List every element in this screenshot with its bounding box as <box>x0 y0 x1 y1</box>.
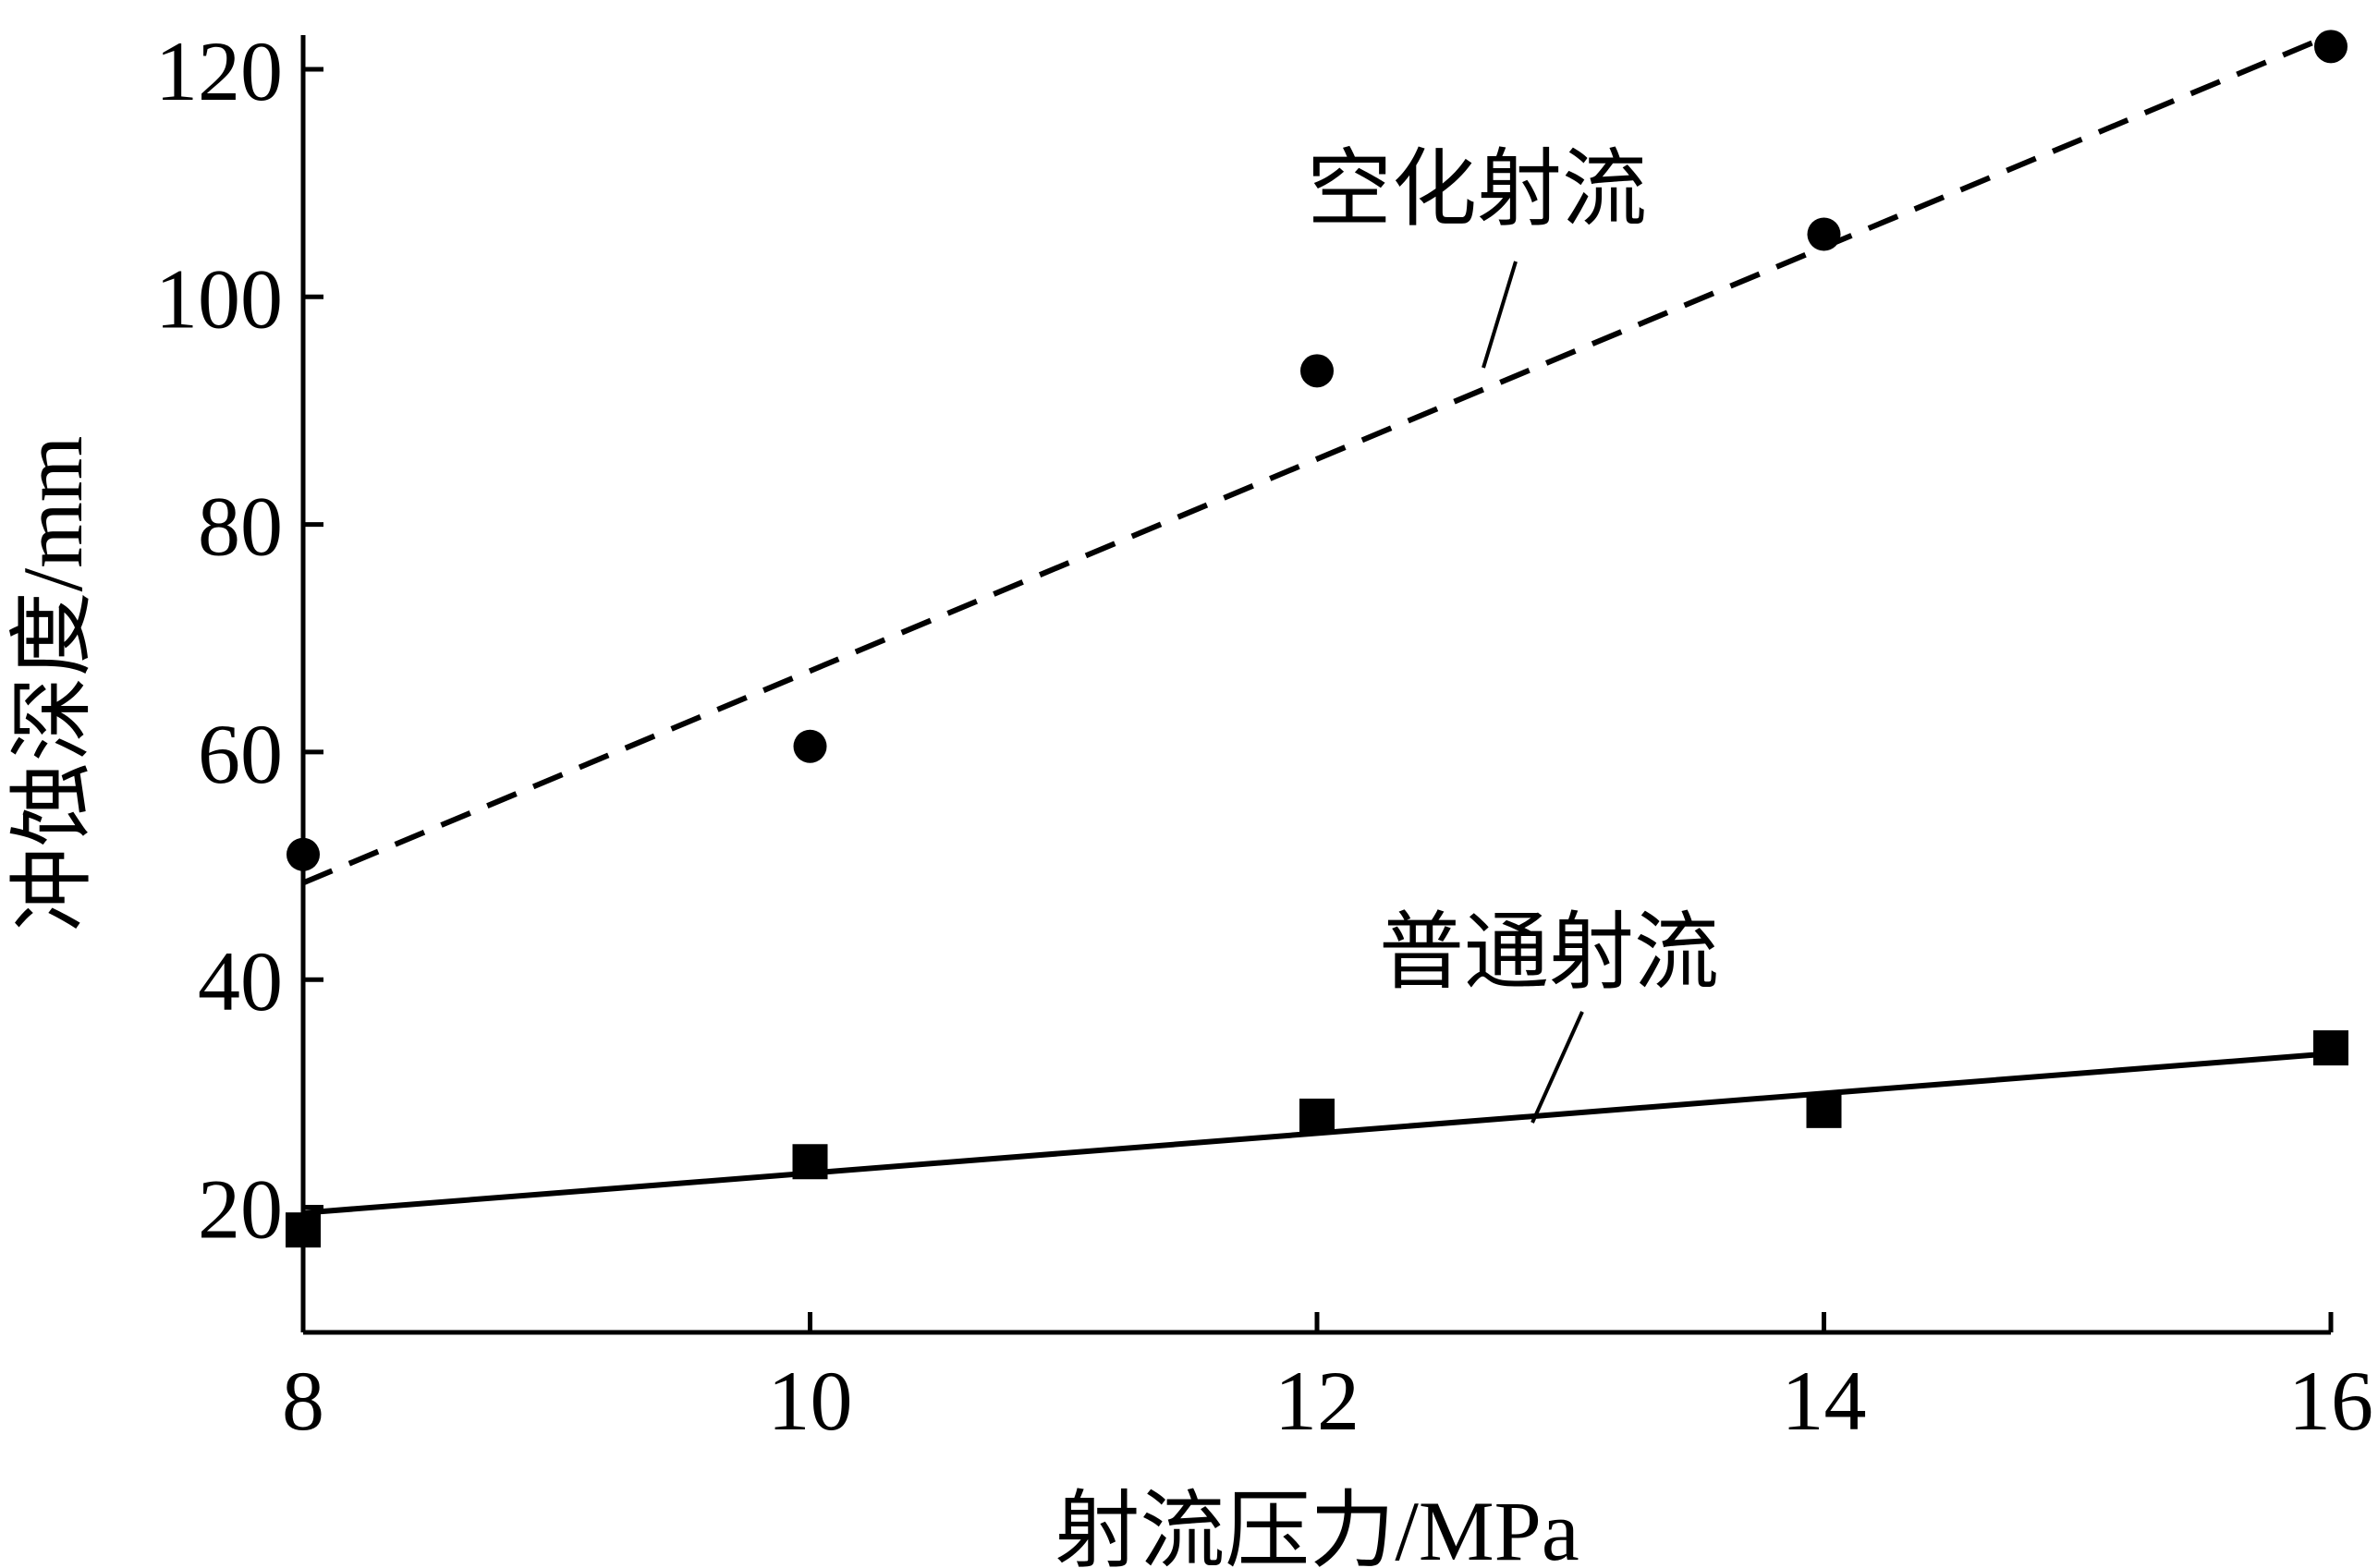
leader-line-cavitation <box>1482 261 1518 369</box>
y-tick-label: 100 <box>155 251 283 346</box>
y-tick-label: 60 <box>198 707 283 801</box>
y-axis-title: 冲蚀深度/mm <box>6 436 100 932</box>
data-point-square <box>1806 1092 1842 1128</box>
x-tick-label: 8 <box>282 1354 324 1448</box>
data-point-circle <box>1300 354 1334 388</box>
data-point-square <box>2313 1030 2348 1066</box>
ticks: 8 10 12 14 16 20 40 60 80 100 120 <box>155 24 2373 1448</box>
y-tick-label: 120 <box>155 24 283 118</box>
data-point-square <box>792 1144 828 1180</box>
data-point-circle <box>793 729 827 763</box>
data-point-square <box>286 1212 321 1248</box>
data-point-circle <box>287 837 320 871</box>
fit-line-0 <box>301 32 2333 886</box>
x-tick-label: 14 <box>1782 1354 1867 1448</box>
leader-line-normal <box>1530 1011 1584 1124</box>
series-label-normal: 普通射流 <box>1379 906 1719 1000</box>
x-axis-title: 射流压力/MPa <box>1055 1484 1579 1568</box>
x-tick-label: 10 <box>768 1354 853 1448</box>
x-tick-label: 12 <box>1274 1354 1360 1448</box>
data-point-circle <box>1807 217 1841 251</box>
data-point-circle <box>2314 30 2348 64</box>
data-point-square <box>1299 1099 1335 1134</box>
y-tick-label: 80 <box>198 480 283 574</box>
series-label-cavitation: 空化射流 <box>1307 142 1647 237</box>
y-tick-label: 40 <box>198 934 283 1028</box>
label-leaders <box>1482 261 1584 1124</box>
x-tick-label: 16 <box>2288 1354 2373 1448</box>
y-tick-label: 20 <box>198 1162 283 1257</box>
markers <box>286 30 2348 1248</box>
